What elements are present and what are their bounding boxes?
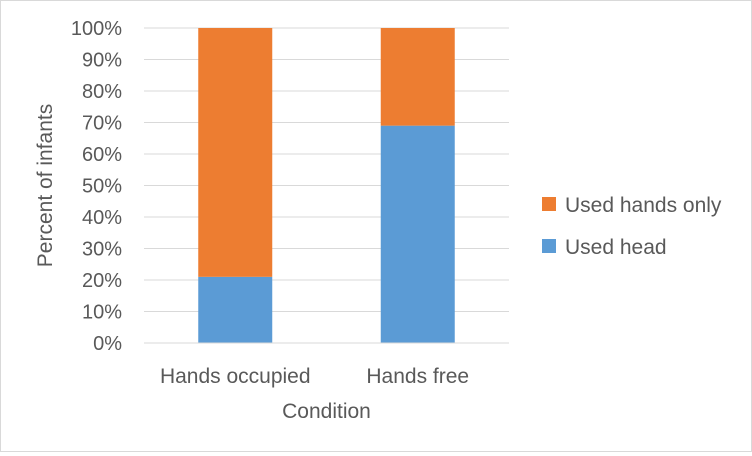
- y-tick-label: 80%: [82, 81, 122, 103]
- y-tick-label: 60%: [82, 144, 122, 166]
- legend-label: Used head: [565, 236, 667, 259]
- bar-segment: [198, 28, 273, 277]
- y-tick-label: 50%: [82, 176, 122, 198]
- y-tick-label: 20%: [82, 270, 122, 292]
- y-axis-title: Percent of infants: [34, 104, 57, 267]
- legend: Used hands only Used head: [542, 194, 722, 259]
- y-tick-label: 10%: [82, 302, 122, 324]
- x-tick-label: Hands occupied: [160, 365, 311, 388]
- y-tick-label: 100%: [71, 18, 122, 40]
- bar-segment: [380, 125, 455, 344]
- y-tick-label: 70%: [82, 113, 122, 135]
- x-tick-label: Hands free: [366, 365, 469, 388]
- y-tick-label: 30%: [82, 239, 122, 261]
- y-tick-label: 90%: [82, 50, 122, 72]
- legend-label: Used hands only: [565, 194, 722, 217]
- legend-swatch: [542, 197, 556, 211]
- x-axis-ticks: Hands occupied Hands free: [160, 365, 469, 388]
- bar-segment: [198, 276, 273, 343]
- legend-swatch: [542, 239, 556, 253]
- bars: [198, 28, 455, 344]
- y-tick-label: 0%: [93, 333, 122, 355]
- bar-segment: [380, 28, 455, 126]
- y-tick-label: 40%: [82, 207, 122, 229]
- x-axis-title: Condition: [282, 400, 371, 423]
- y-axis-ticks: 0% 10% 20% 30% 40% 50% 60% 70% 80% 90% 100%: [71, 18, 122, 355]
